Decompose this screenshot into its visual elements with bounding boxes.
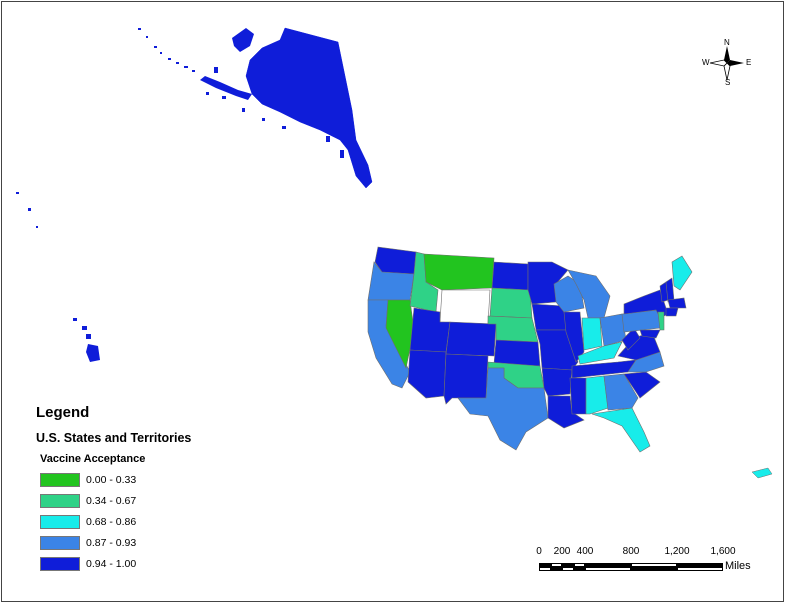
aleutian-islands xyxy=(138,28,344,158)
state-wyoming xyxy=(439,289,491,325)
scale-tick-label: 1,600 xyxy=(710,546,736,557)
legend-class-item: 0.94 - 1.00 xyxy=(40,553,256,574)
legend-field-name: Vaccine Acceptance xyxy=(40,453,146,465)
hawaii-island-kauai xyxy=(16,192,19,194)
scale-units-label: Miles xyxy=(725,560,751,572)
legend-class-item: 0.68 - 0.86 xyxy=(40,511,256,532)
compass-west-label: W xyxy=(702,58,710,67)
state-indiana xyxy=(581,317,603,351)
legend-class-item: 0.00 - 0.33 xyxy=(40,469,256,490)
legend-swatch xyxy=(40,514,80,529)
alaska-north-arm xyxy=(232,28,254,52)
legend-range-label: 0.87 - 0.93 xyxy=(86,536,137,549)
contiguous-us xyxy=(367,246,693,453)
state-kansas xyxy=(493,339,541,367)
state-ohio xyxy=(599,313,627,347)
legend-range-label: 0.34 - 0.67 xyxy=(86,494,137,507)
state-arizona xyxy=(407,349,447,399)
alaska-mainland xyxy=(245,27,373,189)
compass-east-label: E xyxy=(746,58,752,67)
scale-bar-graphic xyxy=(539,563,723,571)
state-south-dakota xyxy=(489,287,533,319)
hawaii-region[interactable] xyxy=(16,192,100,362)
compass-south-label: S xyxy=(725,78,731,87)
hawaii-island-big xyxy=(86,344,100,362)
state-maryland xyxy=(639,329,661,339)
state-arkansas xyxy=(541,367,573,397)
scale-tick-label: 200 xyxy=(553,546,571,557)
state-new-jersey xyxy=(657,311,665,331)
state-mississippi xyxy=(569,377,587,415)
state-south-carolina xyxy=(623,371,661,399)
legend-swatch xyxy=(40,472,80,487)
hawaii-island-niihau xyxy=(28,208,31,211)
legend-range-label: 0.68 - 0.86 xyxy=(86,515,137,528)
state-florida xyxy=(591,407,651,453)
legend: Legend U.S. States and Territories Vacci… xyxy=(36,404,256,574)
state-montana xyxy=(423,253,495,291)
state-louisiana xyxy=(547,395,585,429)
state-kentucky xyxy=(577,341,623,365)
state-maine xyxy=(671,255,693,291)
scale-tick-label: 800 xyxy=(622,546,640,557)
legend-swatch xyxy=(40,556,80,571)
compass-star-icon xyxy=(709,46,744,81)
hawaii-island-small xyxy=(36,226,38,228)
compass-rose: N S W E xyxy=(702,38,752,88)
state-georgia xyxy=(603,373,639,411)
legend-class-item: 0.34 - 0.67 xyxy=(40,490,256,511)
state-west-virginia xyxy=(621,327,641,351)
state-texas xyxy=(457,367,549,451)
state-massachusetts xyxy=(667,297,687,309)
state-oregon xyxy=(367,261,415,301)
scale-tick-label: 0 xyxy=(536,546,542,557)
state-new-mexico xyxy=(443,353,489,405)
hawaii-island-molokai xyxy=(82,326,87,330)
state-washington xyxy=(374,246,417,275)
state-connecticut xyxy=(665,307,679,317)
legend-range-label: 0.00 - 0.33 xyxy=(86,473,137,486)
scale-tick-label: 400 xyxy=(576,546,594,557)
scale-tick-label: 1,200 xyxy=(664,546,690,557)
scale-bar: 0 200 400 800 1,200 1,600 Miles xyxy=(533,546,773,576)
puerto-rico[interactable] xyxy=(751,467,773,479)
legend-class-list: 0.00 - 0.33 0.34 - 0.67 0.68 - 0.86 0.87… xyxy=(40,469,256,574)
hawaii-island-maui xyxy=(86,334,91,339)
compass-north-label: N xyxy=(724,38,730,47)
alaska-region[interactable] xyxy=(138,27,373,189)
legend-swatch xyxy=(40,493,80,508)
legend-swatch xyxy=(40,535,80,550)
state-north-dakota xyxy=(491,261,529,291)
legend-subtitle: U.S. States and Territories xyxy=(36,431,192,445)
alaska-peninsula xyxy=(200,76,252,100)
legend-range-label: 0.94 - 1.00 xyxy=(86,557,137,570)
state-colorado xyxy=(445,321,497,357)
legend-class-item: 0.87 - 0.93 xyxy=(40,532,256,553)
state-north-carolina xyxy=(627,351,665,373)
legend-title: Legend xyxy=(36,404,90,421)
hawaii-island-oahu xyxy=(73,318,77,321)
